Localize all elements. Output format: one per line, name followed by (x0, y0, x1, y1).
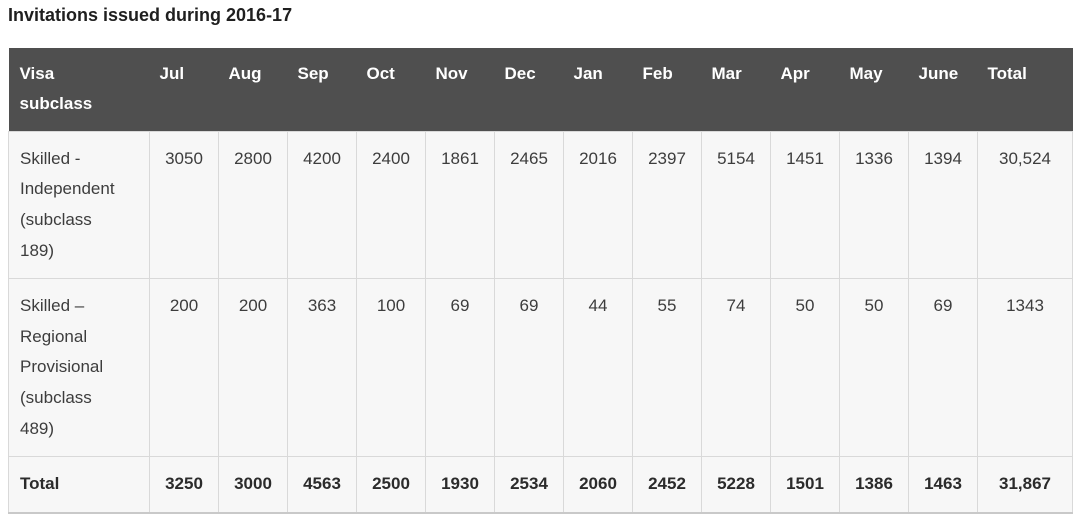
data-cell: 1451 (770, 130, 840, 280)
total-cell: 2060 (563, 456, 633, 514)
data-cell: 3050 (149, 130, 219, 280)
total-cell: 5228 (701, 456, 771, 514)
table-header: Visa subclass Jul Aug Sep Oct Nov Dec Ja… (8, 47, 1073, 132)
column-header-may: May (839, 47, 909, 132)
data-cell: 5154 (701, 130, 771, 280)
table-body: Skilled - Independent (subclass 189) 305… (8, 130, 1073, 514)
total-row-label: Total (8, 456, 150, 514)
total-cell: 2452 (632, 456, 702, 514)
data-cell: 74 (701, 278, 771, 458)
data-cell: 69 (494, 278, 564, 458)
column-header-mar: Mar (701, 47, 771, 132)
total-cell: 2534 (494, 456, 564, 514)
row-total-cell: 30,524 (977, 130, 1073, 280)
column-header-jan: Jan (563, 47, 633, 132)
total-cell: 4563 (287, 456, 357, 514)
data-cell: 69 (908, 278, 978, 458)
column-header-oct: Oct (356, 47, 426, 132)
data-cell: 1336 (839, 130, 909, 280)
column-header-dec: Dec (494, 47, 564, 132)
column-header-visa-subclass: Visa subclass (8, 47, 150, 132)
data-cell: 2800 (218, 130, 288, 280)
data-cell: 4200 (287, 130, 357, 280)
column-header-june: June (908, 47, 978, 132)
column-header-total: Total (977, 47, 1073, 132)
data-cell: 363 (287, 278, 357, 458)
data-cell: 69 (425, 278, 495, 458)
row-total-cell: 1343 (977, 278, 1073, 458)
row-label: Skilled – Regional Provisional (subclass… (8, 278, 150, 458)
data-cell: 2400 (356, 130, 426, 280)
data-cell: 200 (149, 278, 219, 458)
data-cell: 200 (218, 278, 288, 458)
column-header-jul: Jul (149, 47, 219, 132)
row-label: Skilled - Independent (subclass 189) (8, 130, 150, 280)
total-cell: 1501 (770, 456, 840, 514)
header-row: Visa subclass Jul Aug Sep Oct Nov Dec Ja… (8, 47, 1073, 132)
table-row-total: Total 3250 3000 4563 2500 1930 2534 2060… (8, 456, 1073, 514)
invitations-table: Visa subclass Jul Aug Sep Oct Nov Dec Ja… (8, 47, 1073, 514)
total-cell: 3250 (149, 456, 219, 514)
total-cell: 1386 (839, 456, 909, 514)
grand-total-cell: 31,867 (977, 456, 1073, 514)
total-cell: 1930 (425, 456, 495, 514)
table-row-subclass-189: Skilled - Independent (subclass 189) 305… (8, 130, 1073, 280)
column-header-sep: Sep (287, 47, 357, 132)
total-cell: 2500 (356, 456, 426, 514)
data-cell: 2016 (563, 130, 633, 280)
data-cell: 2465 (494, 130, 564, 280)
column-header-nov: Nov (425, 47, 495, 132)
column-header-aug: Aug (218, 47, 288, 132)
total-cell: 1463 (908, 456, 978, 514)
data-cell: 1861 (425, 130, 495, 280)
data-cell: 44 (563, 278, 633, 458)
data-cell: 50 (770, 278, 840, 458)
column-header-apr: Apr (770, 47, 840, 132)
data-cell: 55 (632, 278, 702, 458)
page-title: Invitations issued during 2016-17 (8, 5, 293, 25)
data-cell: 50 (839, 278, 909, 458)
data-cell: 2397 (632, 130, 702, 280)
column-header-feb: Feb (632, 47, 702, 132)
total-cell: 3000 (218, 456, 288, 514)
data-cell: 1394 (908, 130, 978, 280)
data-cell: 100 (356, 278, 426, 458)
table-row-subclass-489: Skilled – Regional Provisional (subclass… (8, 278, 1073, 458)
